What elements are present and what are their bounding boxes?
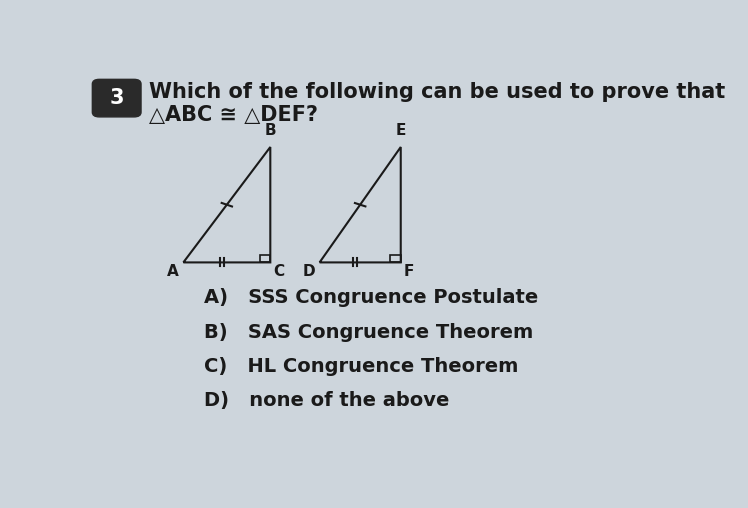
Text: D: D	[303, 264, 316, 279]
Text: E: E	[396, 123, 406, 138]
Text: A: A	[167, 264, 179, 279]
Text: F: F	[404, 264, 414, 279]
Text: A)   SSS Congruence Postulate: A) SSS Congruence Postulate	[203, 288, 538, 307]
Text: B)   SAS Congruence Theorem: B) SAS Congruence Theorem	[203, 323, 533, 341]
Text: C: C	[273, 264, 284, 279]
Text: B: B	[265, 123, 276, 138]
Text: △ABC ≅ △DEF?: △ABC ≅ △DEF?	[149, 105, 318, 125]
Text: 3: 3	[109, 88, 124, 108]
FancyBboxPatch shape	[92, 79, 141, 117]
Text: D)   none of the above: D) none of the above	[203, 391, 449, 410]
Text: C)   HL Congruence Theorem: C) HL Congruence Theorem	[203, 357, 518, 376]
Text: Which of the following can be used to prove that: Which of the following can be used to pr…	[149, 82, 725, 102]
